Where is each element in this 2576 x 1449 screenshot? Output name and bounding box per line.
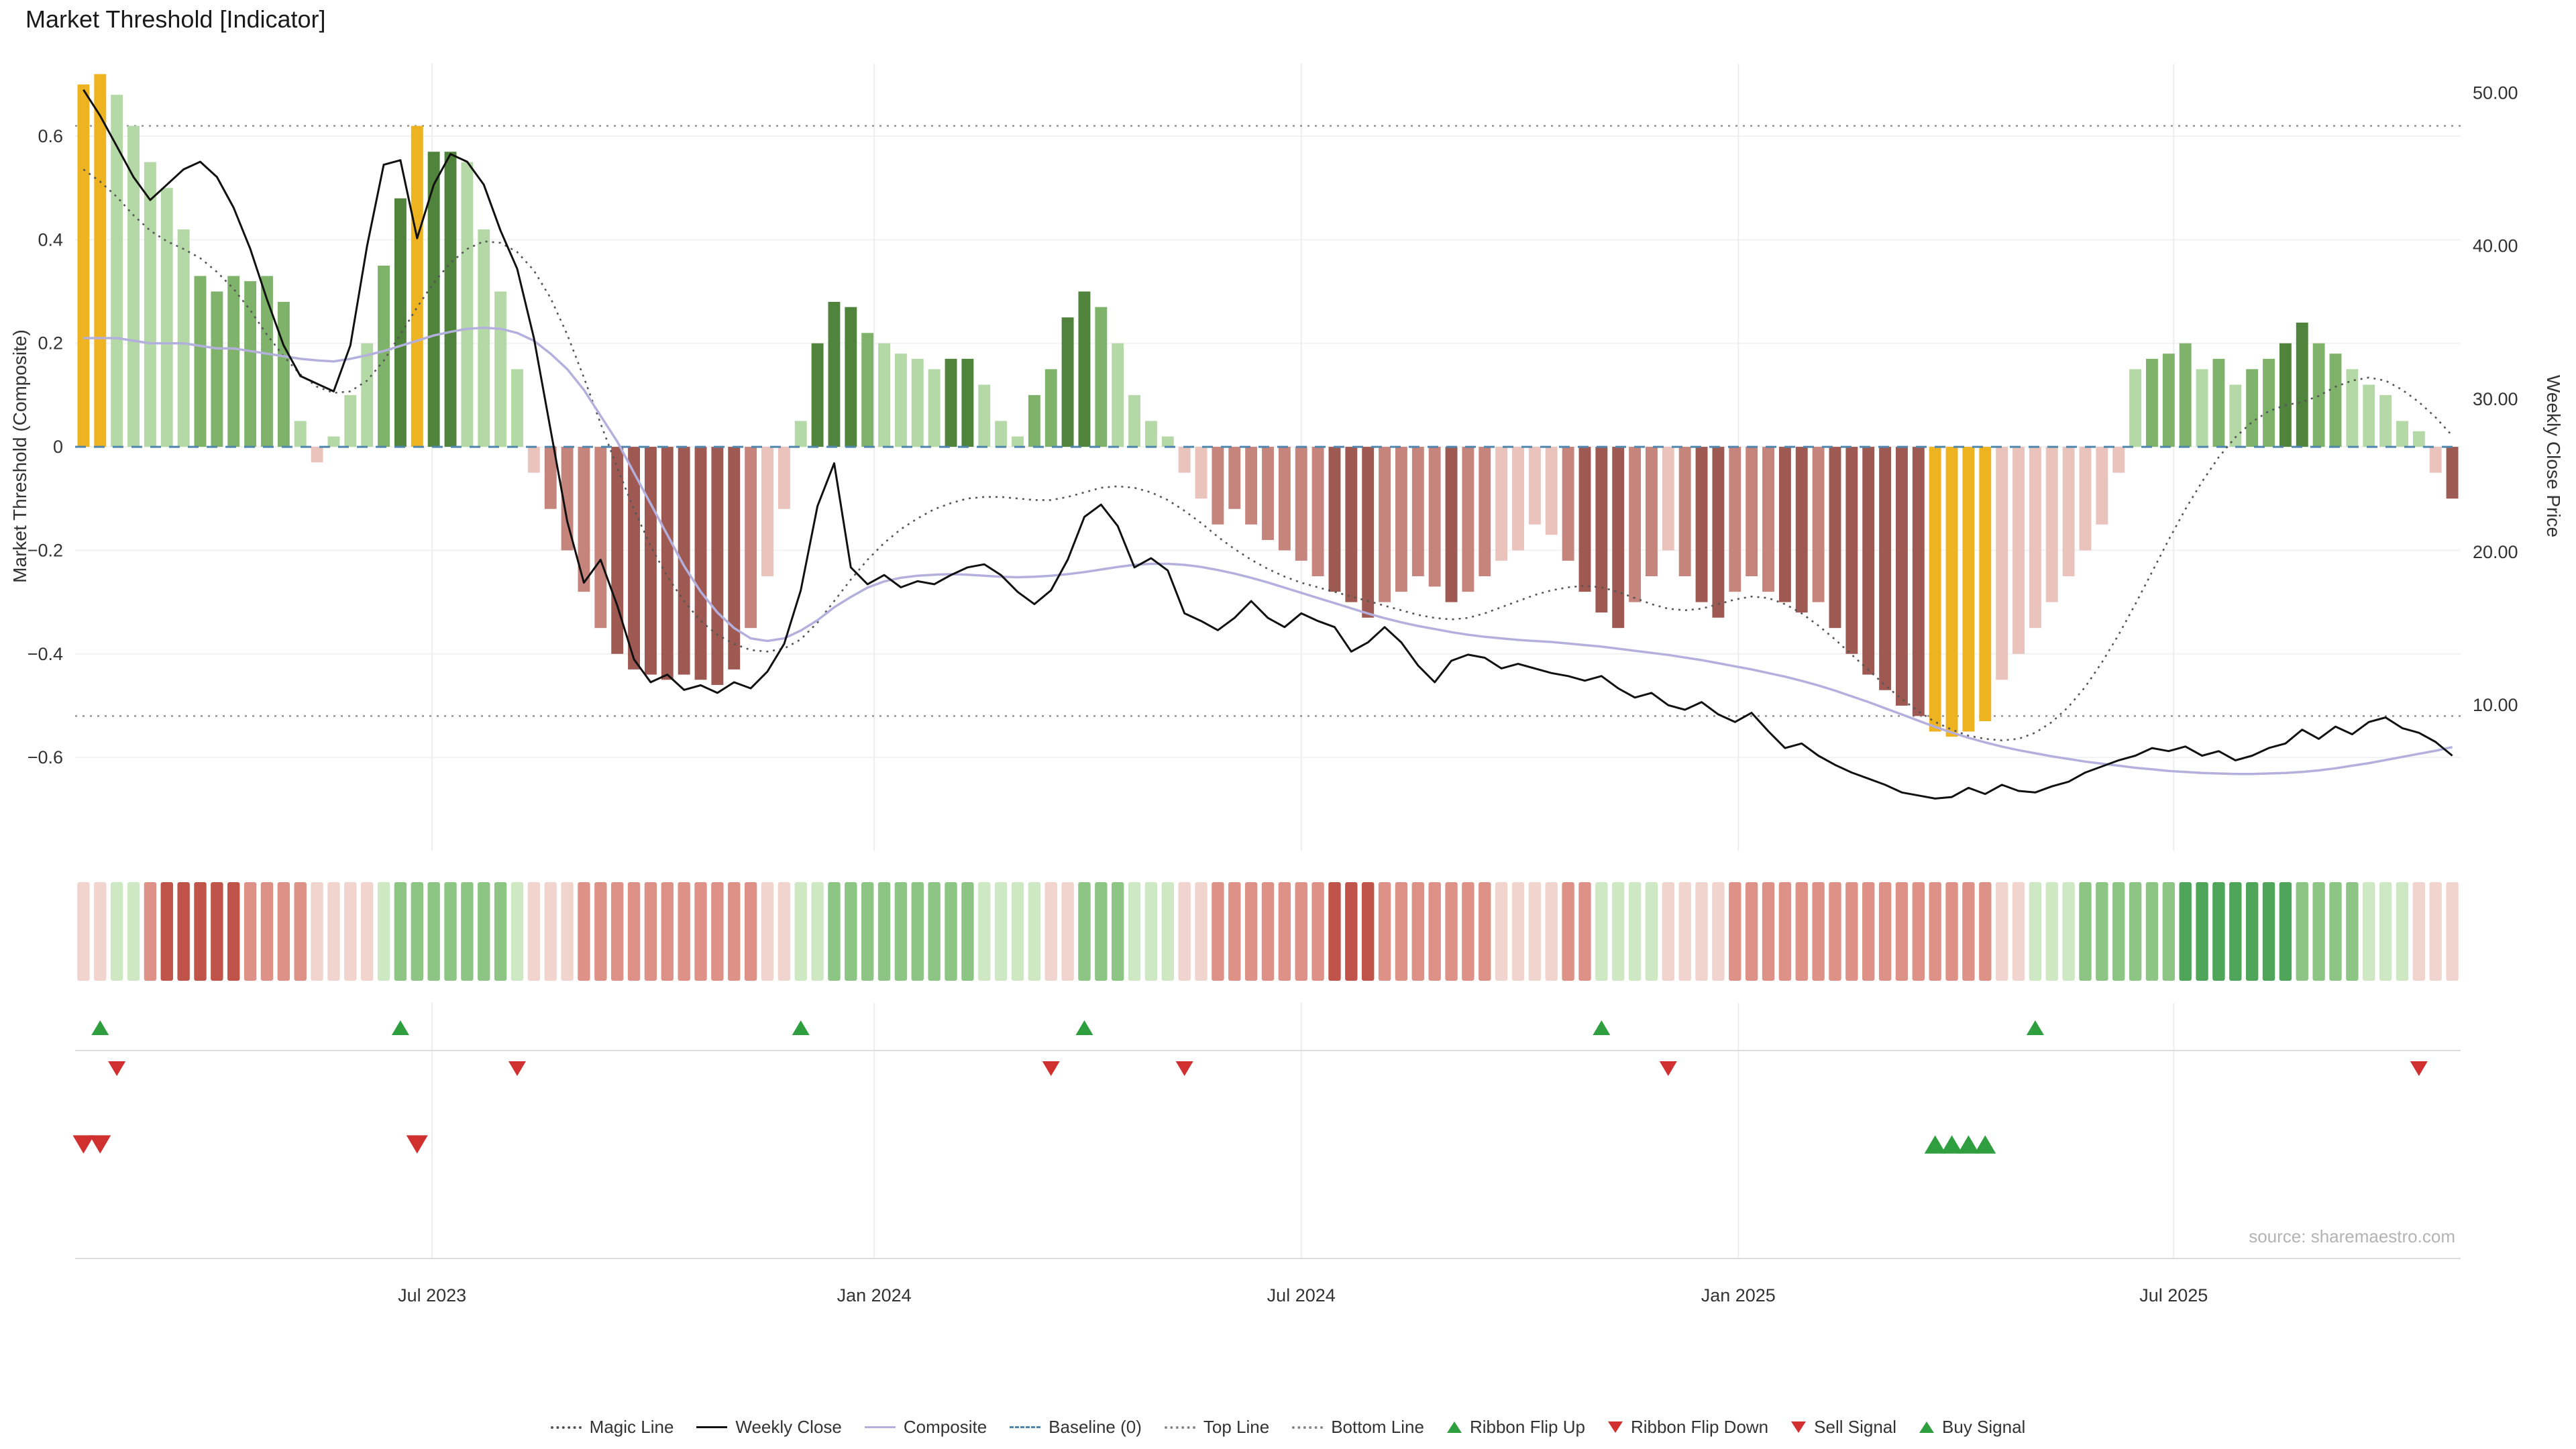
x-tick-label: Jan 2025: [1701, 1285, 1776, 1305]
composite-bars: [77, 74, 2459, 737]
ribbon-flip-up-icon: [792, 1020, 810, 1036]
ribbon-flip-down-icon: [1607, 1421, 1623, 1433]
ribbon-flip-up-icon: [91, 1020, 109, 1036]
left-tick-label: 0.4: [38, 229, 63, 250]
bottom-line-icon: [1292, 1426, 1324, 1429]
left-tick-label: 0: [53, 437, 63, 457]
ribbon-flip-up-icon: [1075, 1020, 1093, 1036]
ribbon-strip: [77, 882, 2459, 981]
legend-item: Composite: [864, 1417, 987, 1438]
legend-item: Weekly Close: [696, 1417, 842, 1438]
top-line-icon: [1164, 1426, 1195, 1429]
legend-label: Top Line: [1203, 1417, 1270, 1437]
ribbon-flip-up-icon: [391, 1020, 409, 1036]
right-tick-label: 40.00: [2473, 236, 2518, 256]
axis-ticks: 0.6 0.4 0.2 0 −0.2 −0.4 −0.6 50.00 40.00 30.00 20.…: [28, 83, 2518, 1305]
legend-label: Buy Signal: [1942, 1417, 2026, 1437]
legend: Magic Line Weekly Close Composite Baseline …: [0, 1417, 2576, 1438]
legend-label: Weekly Close: [735, 1417, 842, 1437]
legend-item: Ribbon Flip Up: [1446, 1417, 1585, 1438]
sell-signal-icon: [89, 1135, 111, 1154]
buy-signal-icon: [1941, 1135, 1963, 1154]
composite-line: [83, 326, 2453, 775]
magic-line-icon: [550, 1426, 582, 1429]
right-tick-label: 20.00: [2473, 542, 2518, 562]
buy-signal-icon: [1974, 1135, 1996, 1154]
right-tick-label: 50.00: [2473, 83, 2518, 103]
left-tick-label: −0.2: [28, 540, 63, 560]
legend-label: Composite: [903, 1417, 987, 1437]
legend-item: Magic Line: [550, 1417, 674, 1438]
buy-signal-icon: [1957, 1135, 1980, 1154]
baseline-0--icon: [1010, 1426, 1041, 1428]
legend-label: Sell Signal: [1814, 1417, 1897, 1437]
x-tick-label: Jan 2024: [837, 1285, 912, 1305]
left-tick-label: 0.6: [38, 126, 63, 146]
weekly-close-icon: [696, 1426, 728, 1428]
legend-label: Ribbon Flip Up: [1469, 1417, 1585, 1437]
ribbon-flip-down-icon: [1175, 1061, 1193, 1077]
sell-signal-icon: [72, 1135, 95, 1154]
buy-signal-icon: [1924, 1135, 1946, 1154]
legend-item: Ribbon Flip Down: [1607, 1417, 1769, 1438]
buy-signal-icon: [1919, 1421, 1935, 1433]
legend-label: Baseline (0): [1049, 1417, 1142, 1437]
legend-label: Ribbon Flip Down: [1630, 1417, 1769, 1437]
legend-item: Baseline (0): [1010, 1417, 1142, 1438]
ribbon-flip-up-icon: [2026, 1020, 2044, 1036]
legend-label: Bottom Line: [1331, 1417, 1424, 1437]
x-tick-label: Jul 2023: [398, 1285, 466, 1305]
ribbon-flip-down-icon: [1659, 1061, 1677, 1077]
page-title: Market Threshold [Indicator]: [25, 5, 326, 33]
sell-signal-icon: [406, 1135, 428, 1154]
right-tick-label: 10.00: [2473, 695, 2518, 715]
weekly-close-line: [83, 89, 2453, 800]
legend-item: Buy Signal: [1919, 1417, 2025, 1438]
ribbon-flip-down-icon: [108, 1061, 126, 1077]
signal-markers: [72, 1020, 2428, 1154]
x-tick-label: Jul 2024: [1267, 1285, 1336, 1305]
left-tick-label: 0.2: [38, 333, 63, 354]
legend-label: Magic Line: [589, 1417, 674, 1437]
sell-signal-icon: [1791, 1421, 1807, 1433]
ribbon-flip-down-icon: [1042, 1061, 1060, 1077]
legend-item: Sell Signal: [1791, 1417, 1896, 1438]
legend-item: Top Line: [1164, 1417, 1270, 1438]
right-tick-label: 30.00: [2473, 389, 2518, 409]
composite-icon: [864, 1426, 896, 1428]
ribbon-flip-down-icon: [2410, 1061, 2428, 1077]
ribbon-flip-down-icon: [508, 1061, 526, 1077]
source-credit: source: sharemaestro.com: [2249, 1226, 2455, 1246]
x-tick-label: Jul 2025: [2139, 1285, 2208, 1305]
legend-item: Bottom Line: [1292, 1417, 1424, 1438]
left-tick-label: −0.6: [28, 747, 63, 767]
left-tick-label: −0.4: [28, 644, 63, 664]
ribbon-flip-up-icon: [1446, 1421, 1462, 1433]
ribbon-flip-up-icon: [1593, 1020, 1611, 1036]
